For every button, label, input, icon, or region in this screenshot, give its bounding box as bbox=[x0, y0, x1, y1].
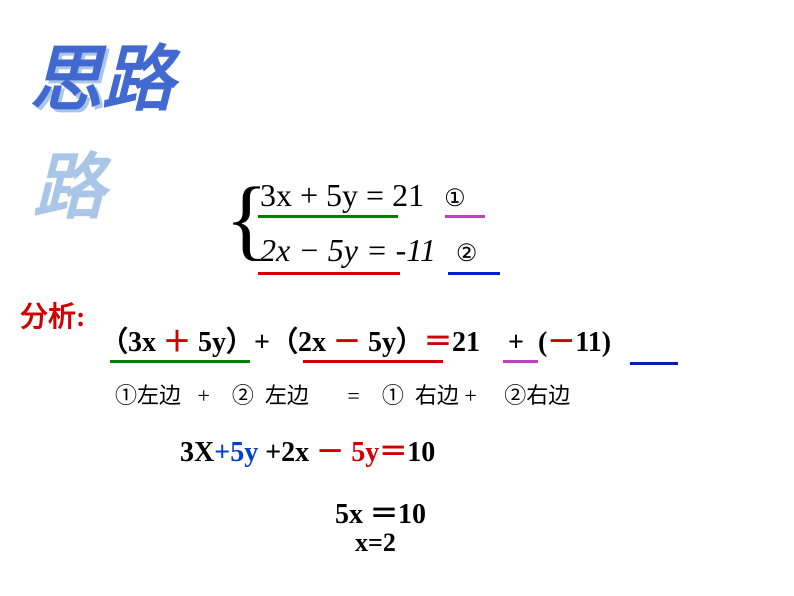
underline-red-2 bbox=[303, 360, 443, 363]
l3-p10: ＝ bbox=[424, 327, 452, 358]
eq2-rhs: -11 bbox=[396, 232, 436, 268]
equation-2: 2x − 5y = -11 ② bbox=[260, 230, 477, 272]
l3-p5: ）+（ bbox=[226, 327, 298, 358]
expanded-equation: 3X+5y +2x － 5y＝10 bbox=[180, 430, 435, 470]
l3-p9: ） bbox=[396, 327, 424, 358]
l5-f: ＝ bbox=[379, 437, 407, 468]
underline-green-1 bbox=[258, 215, 398, 218]
title-main: 思路 bbox=[30, 20, 174, 125]
eq1-lhs-b: + 5y bbox=[292, 177, 358, 213]
l3-p3: ＋ bbox=[156, 327, 198, 358]
eq2-mark: ② bbox=[456, 241, 478, 267]
l3-p14: 11) bbox=[575, 327, 611, 358]
title-block: 思路 思路 bbox=[30, 20, 174, 125]
eq1-lhs-a: 3x bbox=[260, 177, 292, 213]
l5-d: － bbox=[316, 437, 344, 468]
underline-red-1 bbox=[258, 272, 400, 275]
underline-green-2 bbox=[110, 360, 250, 363]
eq1-eq: = bbox=[358, 177, 392, 213]
l5-e: 5y bbox=[344, 437, 379, 468]
l3-p13: － bbox=[547, 327, 575, 358]
l3-p11: 21 bbox=[452, 327, 480, 358]
underline-blue-1 bbox=[448, 272, 500, 275]
l3-p6: 2x bbox=[298, 327, 326, 358]
sum-equation: （3x ＋ 5y）+（2x － 5y）＝21 + (－11) bbox=[100, 320, 611, 360]
equation-1: 3x + 5y = 21 ① bbox=[260, 175, 466, 217]
l5-a: 3X bbox=[180, 437, 214, 468]
l3-p1: （ bbox=[100, 327, 128, 358]
l3-p7: － bbox=[326, 327, 368, 358]
underline-purple-2 bbox=[503, 360, 538, 363]
l3-p12: + ( bbox=[480, 327, 547, 358]
l3-p2: 3x bbox=[128, 327, 156, 358]
side-explanation: ①左边 + ② 左边 = ① 右边 + ②右边 bbox=[115, 378, 570, 410]
eq2-eq: = bbox=[358, 232, 396, 268]
result-5x: 5x ＝10 bbox=[335, 492, 426, 532]
underline-purple-1 bbox=[445, 215, 485, 218]
underline-blue-2 bbox=[630, 362, 678, 365]
l5-c: +2x bbox=[258, 437, 316, 468]
l3-p8: 5y bbox=[368, 327, 396, 358]
l5-g: 10 bbox=[407, 437, 435, 468]
analysis-label: 分析: bbox=[20, 295, 85, 335]
l5-b: +5y bbox=[214, 437, 258, 468]
l6-text: 5x ＝10 bbox=[335, 499, 426, 530]
l3-p4: 5y bbox=[198, 327, 226, 358]
eq2-lhs-b: − 5y bbox=[290, 232, 358, 268]
result-x: x=2 bbox=[355, 528, 396, 558]
eq2-lhs-a: 2x bbox=[260, 232, 290, 268]
eq1-mark: ① bbox=[444, 186, 466, 212]
eq1-rhs: 21 bbox=[392, 177, 424, 213]
